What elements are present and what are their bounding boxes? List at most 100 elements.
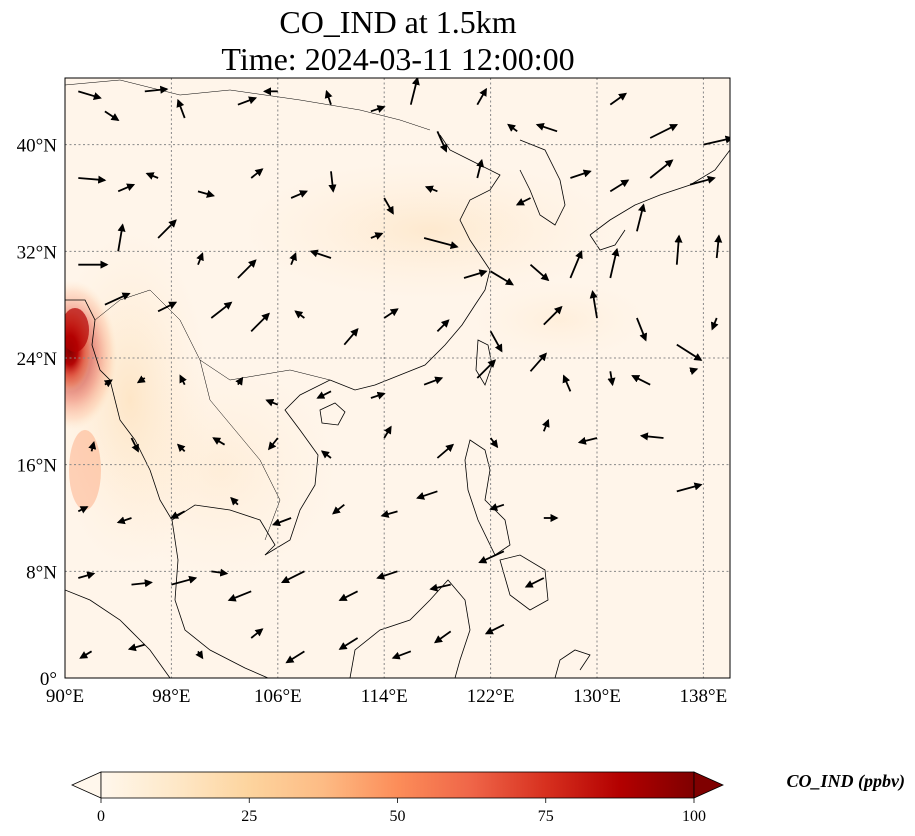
wind-vectors	[77, 78, 730, 664]
coastline-japan-kyushu	[589, 229, 626, 251]
wind-vector-arrow	[294, 310, 305, 319]
lat-tick-labels: 0° 8°N 16°N 24°N 32°N 40°N	[17, 136, 58, 690]
wind-vector-arrow	[195, 650, 204, 660]
wind-vector-arrow	[676, 343, 703, 361]
wind-vector-arrow	[176, 443, 186, 453]
wind-vector-arrow	[424, 185, 438, 194]
lon-tick-label: 90°E	[46, 686, 84, 707]
wind-vector-arrow	[489, 437, 499, 449]
wind-vector-arrow	[271, 517, 292, 527]
coastline-gulf-of-thailand	[171, 504, 276, 556]
wind-vector-arrow	[714, 234, 723, 259]
wind-vector-arrow	[383, 197, 394, 215]
wind-vector-arrow	[267, 437, 279, 451]
wind-vector-arrow	[88, 440, 97, 452]
wind-vector-arrow	[383, 425, 392, 439]
wind-vector-arrow	[320, 450, 332, 459]
coastline-vietnam	[264, 379, 331, 556]
wind-vector-arrow	[196, 252, 204, 266]
wind-vector-arrow	[78, 175, 107, 184]
figure-title-line-1: CO_IND at 1.5km	[279, 4, 516, 40]
wind-vector-arrow	[689, 367, 699, 376]
figure-title-line-2: Time: 2024-03-11 12:00:00	[221, 41, 574, 77]
wind-vector-arrow	[489, 330, 503, 353]
wind-vector-arrow	[609, 92, 628, 106]
plume-filament-south	[69, 430, 101, 510]
wind-vector-arrow	[609, 247, 620, 279]
colorbar-tick-label: 100	[682, 808, 706, 825]
wind-vector-arrow	[170, 510, 186, 519]
wind-vector-arrow	[476, 158, 485, 179]
lon-tick-label: 138°E	[680, 686, 728, 707]
map-panel: 90°E 98°E 106°E 114°E 122°E 130°E 138°E 0° 8°N 1…	[17, 77, 731, 707]
colorbar: 0 25 50 75 100 CO_IND (ppbv)	[71, 771, 905, 825]
wind-vector-arrow	[423, 376, 444, 386]
wind-vector-arrow	[562, 374, 572, 392]
wind-vector-arrow	[79, 650, 93, 659]
wind-vector-arrow	[380, 510, 398, 518]
wind-vector-arrow	[104, 110, 120, 122]
coastline-east-china	[439, 134, 501, 271]
wind-vector-arrow	[476, 87, 487, 106]
wind-vector-arrow	[529, 352, 547, 372]
haze-region-north-china	[240, 160, 620, 300]
lat-tick-label: 40°N	[17, 136, 58, 157]
lat-tick-label: 0°	[40, 669, 57, 690]
wind-vector-arrow	[649, 123, 679, 139]
lon-tick-label: 106°E	[254, 686, 302, 707]
wind-vector-arrow	[529, 263, 550, 282]
lon-tick-label: 114°E	[361, 686, 408, 707]
wind-vector-arrow	[144, 85, 169, 94]
lon-tick-label: 98°E	[152, 686, 190, 707]
coastline-mindanao	[499, 554, 549, 611]
wind-vector-arrow	[703, 135, 730, 146]
wind-vector-arrow	[689, 175, 716, 186]
haze-region-plume-east	[470, 280, 650, 360]
wind-vector-arrow	[515, 197, 531, 206]
coastline-korea	[519, 139, 566, 226]
wind-vector-arrow	[507, 123, 518, 133]
wind-vector-arrow	[157, 219, 177, 239]
wind-vector-arrow	[674, 234, 683, 265]
coastline-myanmar-thailand	[149, 469, 269, 678]
wind-vector-arrow	[328, 171, 337, 193]
wind-vector-arrow	[332, 503, 345, 515]
wind-vector-arrow	[489, 503, 505, 511]
coastline-taiwan	[475, 339, 493, 386]
lat-tick-label: 8°N	[26, 562, 57, 583]
wind-vector-arrow	[429, 583, 451, 592]
wind-vector-arrow	[423, 237, 459, 250]
wind-vector-arrow	[636, 317, 648, 342]
wind-vector-arrow	[524, 577, 545, 588]
wind-vector-arrow	[478, 550, 505, 564]
coastline-south-china	[329, 269, 491, 391]
wind-vector-arrow	[211, 568, 229, 577]
colorbar-ticks: 0 25 50 75 100	[97, 798, 706, 825]
wind-vector-arrow	[250, 312, 270, 332]
wind-vector-arrow	[463, 269, 488, 279]
colorbar-tick-label: 50	[390, 808, 406, 825]
wind-vector-arrow	[338, 637, 359, 650]
colorbar-tick-label: 0	[97, 808, 105, 825]
wind-vector-arrow	[130, 437, 139, 453]
wind-vector-arrow	[117, 183, 136, 193]
coastline-japan	[589, 149, 730, 236]
colorbar-tick-label: 75	[538, 808, 554, 825]
wind-vector-arrow	[250, 168, 264, 179]
wind-vector-arrow	[607, 371, 616, 387]
wind-vector-arrow	[589, 290, 598, 319]
wind-vector-arrow	[145, 172, 159, 180]
wind-vector-arrow	[230, 496, 239, 506]
wind-vector-arrow	[391, 650, 412, 660]
wind-vector-arrow	[77, 506, 89, 514]
wind-vector-arrow	[127, 643, 146, 652]
wind-vector-arrow	[78, 90, 102, 100]
wind-vector-arrow	[212, 437, 226, 446]
wind-vector-arrow	[237, 96, 258, 106]
wind-vector-arrow	[436, 130, 448, 153]
wind-vector-arrow	[577, 436, 598, 445]
wind-vector-arrow	[289, 252, 297, 266]
coastline-sumatra	[65, 589, 171, 678]
lat-tick-label: 32°N	[17, 242, 58, 263]
